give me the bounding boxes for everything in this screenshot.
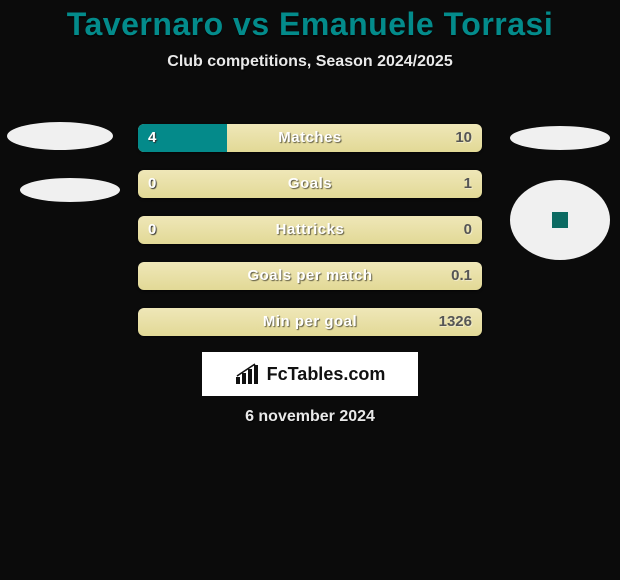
- player-right-avatar-2: [510, 180, 610, 260]
- stat-right-value: 10: [455, 124, 472, 152]
- stat-label: Hattricks: [138, 216, 482, 244]
- stat-row: Min per goal1326: [138, 308, 482, 336]
- stat-row: 4Matches10: [138, 124, 482, 152]
- brand-logo-icon: [235, 363, 261, 385]
- stat-label: Goals per match: [138, 262, 482, 290]
- stat-right-value: 0.1: [451, 262, 472, 290]
- brand-text: FcTables.com: [267, 364, 386, 385]
- player-left-avatar-1: [7, 122, 113, 150]
- stat-label: Matches: [138, 124, 482, 152]
- footer-date: 6 november 2024: [0, 408, 620, 426]
- stat-row: 0Hattricks0: [138, 216, 482, 244]
- missing-image-icon: [552, 212, 568, 228]
- brand-badge[interactable]: FcTables.com: [202, 352, 418, 396]
- stats-bars: 4Matches100Goals10Hattricks0Goals per ma…: [138, 124, 482, 354]
- player-left-avatar-2: [20, 178, 120, 202]
- stat-row: Goals per match0.1: [138, 262, 482, 290]
- stat-right-value: 1326: [439, 308, 472, 336]
- comparison-card: Tavernaro vs Emanuele Torrasi Club compe…: [0, 0, 620, 580]
- page-title: Tavernaro vs Emanuele Torrasi: [0, 0, 620, 43]
- stat-label: Min per goal: [138, 308, 482, 336]
- stat-label: Goals: [138, 170, 482, 198]
- stat-right-value: 1: [464, 170, 472, 198]
- stat-row: 0Goals1: [138, 170, 482, 198]
- stat-right-value: 0: [464, 216, 472, 244]
- player-right-avatar-1: [510, 126, 610, 150]
- page-subtitle: Club competitions, Season 2024/2025: [0, 53, 620, 71]
